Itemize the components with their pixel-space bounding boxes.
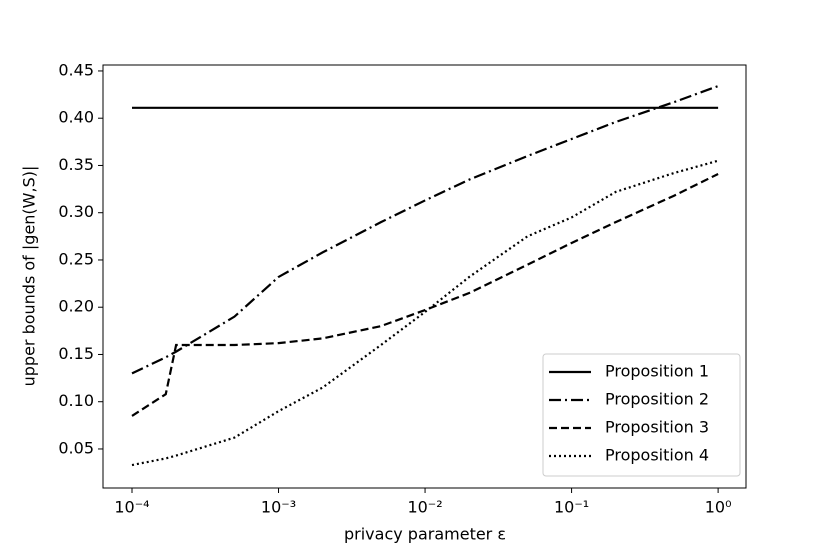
y-tick-label: 0.10 xyxy=(58,391,94,410)
x-tick-label: 10⁻² xyxy=(407,498,442,517)
y-tick-label: 0.05 xyxy=(58,438,94,457)
x-tick-label: 10⁻¹ xyxy=(554,498,589,517)
x-tick-label: 10⁻⁴ xyxy=(114,498,149,517)
x-axis-label: privacy parameter ε xyxy=(344,525,506,544)
line-series xyxy=(131,159,719,467)
legend-label: Proposition 3 xyxy=(605,418,709,437)
legend: Proposition 1 Proposition 2 Proposition 3 P… xyxy=(542,353,741,477)
y-tick-label: 0.20 xyxy=(58,297,94,316)
x-tick-label: 10⁰ xyxy=(705,498,732,517)
x-tick-label: 10⁻³ xyxy=(261,498,296,517)
legend-box xyxy=(542,353,741,477)
y-tick-label: 0.45 xyxy=(58,60,94,79)
y-tick-label: 0.35 xyxy=(58,155,94,174)
y-tick-label: 0.30 xyxy=(58,202,94,221)
legend-label: Proposition 4 xyxy=(605,446,709,465)
y-axis-label: upper bounds of |gen(W,S)| xyxy=(20,166,39,387)
legend-label: Proposition 2 xyxy=(605,390,709,409)
line-series xyxy=(131,172,719,417)
plot-frame xyxy=(102,64,747,489)
line-series xyxy=(131,85,719,375)
y-tick-label: 0.40 xyxy=(58,108,94,127)
y-tick-label: 0.25 xyxy=(58,249,94,268)
y-tick-label: 0.15 xyxy=(58,344,94,363)
legend-label: Proposition 1 xyxy=(605,362,709,381)
